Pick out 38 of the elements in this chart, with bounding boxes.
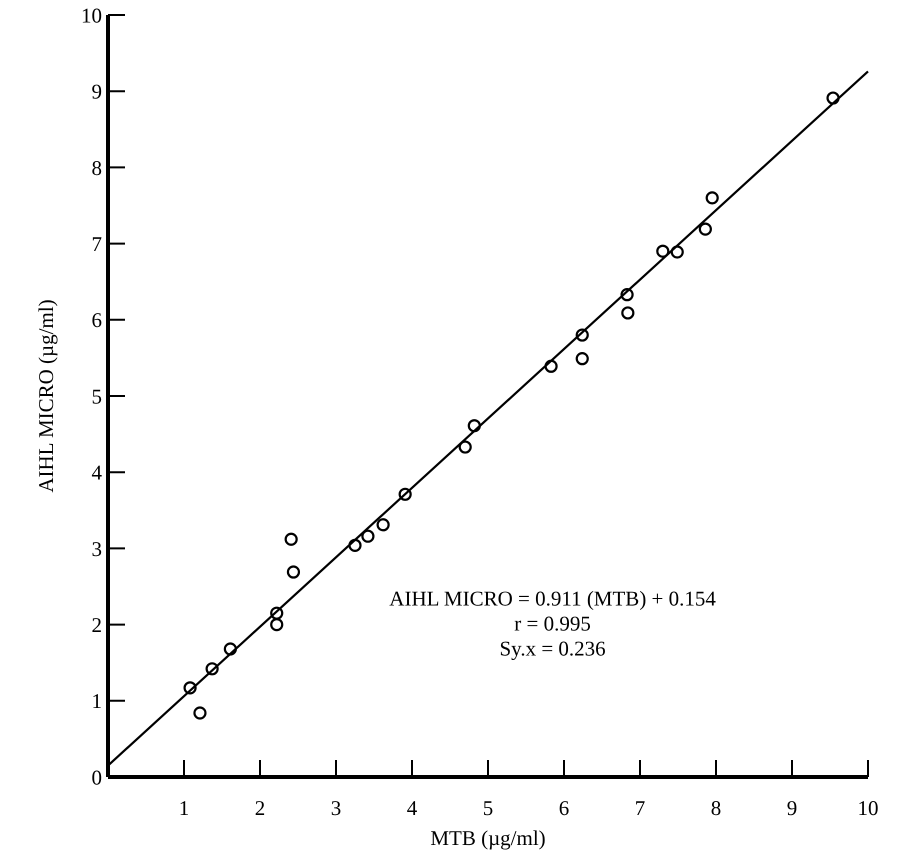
y-tick-label: 3 [92,536,102,561]
y-tick-label: 2 [92,612,102,637]
annotation: Sy.x = 0.236 [500,636,606,661]
y-tick-label: 10 [81,3,102,28]
annotation: AIHL MICRO = 0.911 (MTB) + 0.154 [389,586,716,611]
annotation: r = 0.995 [514,612,591,636]
x-tick-label: 1 [178,796,190,820]
point [376,518,390,532]
x-tick-label: 4 [406,796,418,820]
point [576,352,589,366]
x-tick-label: 6 [558,796,570,820]
y-tick-label: 1 [92,689,102,714]
y-tick-label: 4 [92,460,102,485]
x-tick-label: 7 [634,796,646,820]
y-tick-label: 8 [92,156,102,180]
x-tick-label: 5 [482,796,494,820]
x-tick-label: 10 [858,796,878,820]
x-tick-label: 2 [254,796,266,820]
point [458,440,472,454]
y-tick-label: 7 [92,232,102,256]
y-tick-label: 0 [92,765,102,790]
y-tick-label: 6 [92,308,102,332]
x-tick-label: 8 [710,796,722,820]
point [284,532,298,546]
x-tick-label: 9 [786,796,798,820]
x-axis-title: MTB (µg/ml) [430,826,546,850]
y-tick-label: 9 [92,80,102,104]
point [286,565,300,579]
point [361,530,375,543]
point [193,706,207,720]
point [656,244,670,258]
point [698,222,712,236]
point [270,618,284,632]
point [706,191,719,204]
y-axis-title: AIHL MICRO (µg/ml) [34,299,58,493]
x-tick-label: 3 [330,796,342,820]
point [621,306,634,320]
y-tick-label: 5 [92,384,102,408]
